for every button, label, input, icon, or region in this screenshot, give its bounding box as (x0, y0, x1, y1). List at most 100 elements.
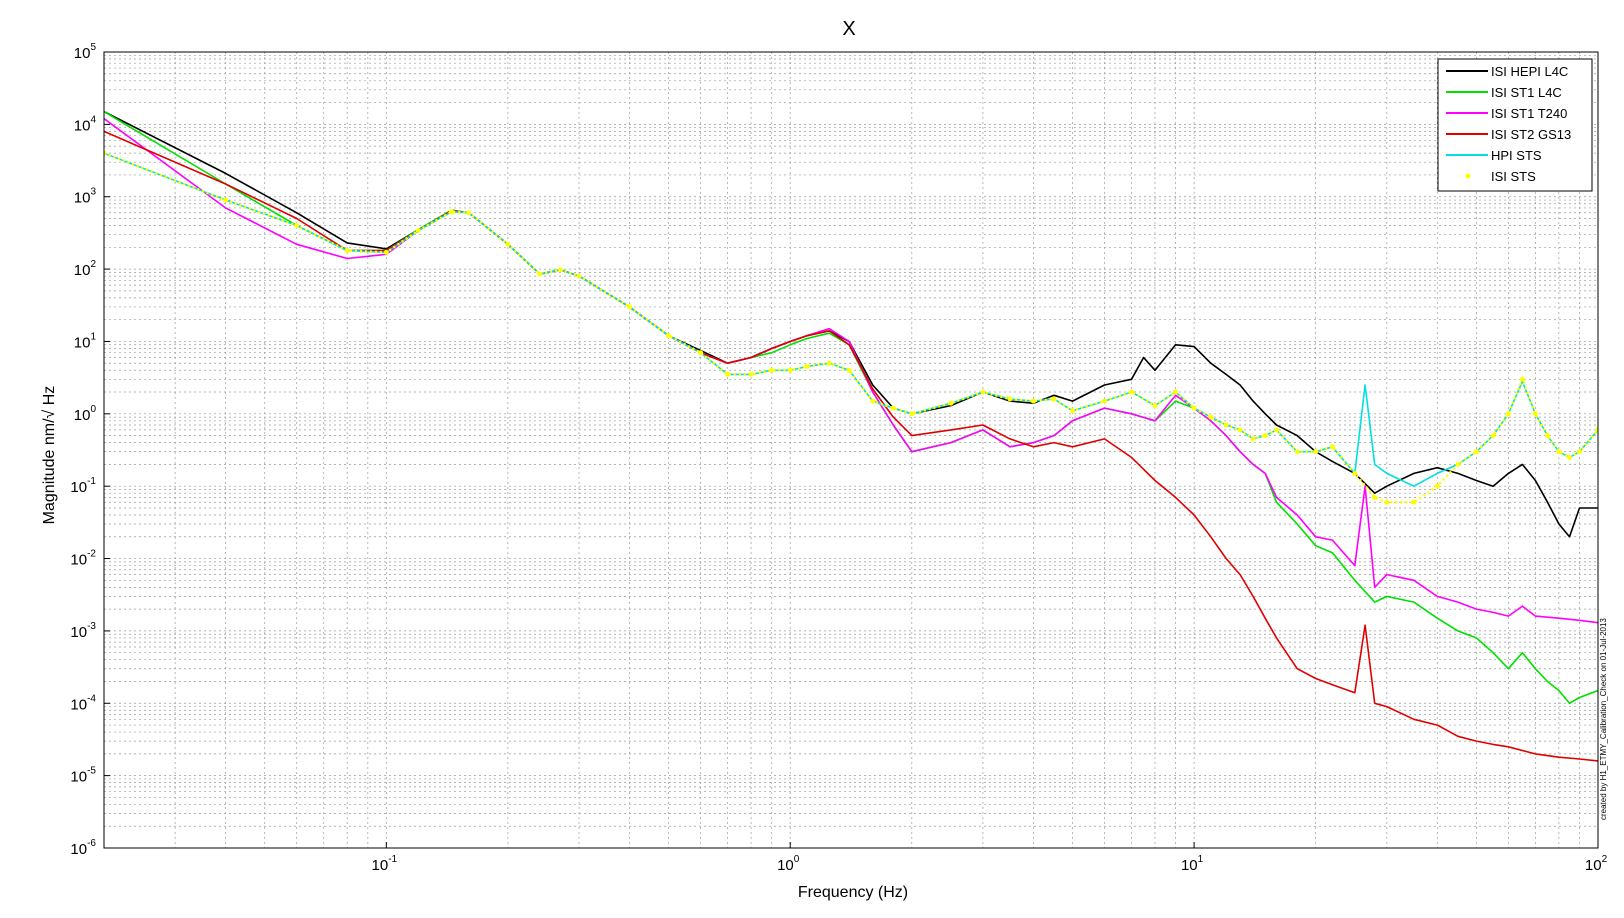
data-point (505, 241, 511, 247)
data-point (415, 228, 421, 234)
data-point (846, 367, 852, 373)
data-point (1250, 436, 1256, 442)
x-tick-label: 102 (1585, 854, 1608, 874)
data-point (1007, 396, 1013, 402)
data-point (1274, 427, 1279, 433)
chart-title: X (842, 18, 855, 40)
data-point (666, 333, 672, 339)
legend-label: HPI STS (1491, 148, 1542, 163)
data-point (1455, 461, 1461, 467)
data-point (909, 411, 915, 417)
data-point (748, 371, 754, 377)
data-point (1595, 427, 1598, 433)
data-point (804, 364, 810, 369)
data-point (558, 267, 563, 273)
plot-frame (103, 51, 1599, 849)
data-point (1208, 414, 1214, 420)
plot-series (104, 110, 1598, 762)
legend-label: ISI ST1 T240 (1491, 106, 1567, 121)
data-point (1384, 499, 1390, 505)
legend-swatch (1465, 173, 1471, 179)
legend: ISI HEPI L4C ISI ST1 L4C ISI ST1 T240 ISI S… (1437, 58, 1593, 192)
series-hpi-sts (104, 152, 1598, 487)
legend-label: ISI ST2 GS13 (1491, 127, 1571, 142)
data-point (1556, 449, 1562, 455)
data-point (1532, 411, 1538, 417)
legend-item-isi-sts: ISI STS (1465, 169, 1536, 184)
data-point (537, 271, 543, 277)
data-point (1411, 499, 1417, 505)
x-tick-label: 10-1 (372, 854, 398, 874)
data-point (1490, 433, 1496, 439)
data-point (890, 405, 896, 411)
data-point (725, 371, 731, 377)
y-tick-label: 104 (74, 114, 97, 134)
data-point (1352, 470, 1358, 476)
data-point (383, 249, 389, 255)
y-tick-label: 105 (74, 42, 97, 62)
y-tick-label: 10-5 (70, 766, 96, 786)
credit-label: created by H1_ETMY_Calibration_Check on … (1599, 618, 1608, 820)
data-point (1152, 403, 1158, 409)
data-point (1129, 389, 1134, 395)
y-tick-label: 10-1 (70, 476, 96, 496)
grid (103, 51, 1599, 849)
data-point (294, 223, 300, 228)
data-point (1567, 454, 1572, 460)
data-point (344, 248, 350, 254)
legend-item-isi-hepi-l4c: ISI HEPI L4C (1446, 64, 1568, 79)
data-point (1223, 422, 1229, 428)
data-point (1294, 449, 1300, 455)
data-point (826, 360, 832, 366)
axis-ticks: 10-1 100 101 102 105 104 103 102 101 100 10-1 10-2 1… (70, 42, 1607, 874)
data-point (698, 350, 704, 356)
data-point (769, 367, 775, 373)
data-point (1505, 411, 1511, 417)
y-tick-label: 10-3 (70, 621, 96, 641)
series-line-hpi-sts (104, 152, 1598, 487)
data-point (1051, 396, 1057, 402)
data-point (1434, 483, 1440, 489)
y-tick-label: 100 (74, 404, 97, 424)
data-point (980, 389, 986, 395)
legend-label: ISI STS (1491, 169, 1536, 184)
data-point (1262, 433, 1268, 439)
data-point (1577, 449, 1582, 455)
y-tick-label: 10-2 (70, 549, 96, 569)
data-point (1102, 398, 1107, 404)
data-point (576, 273, 582, 279)
legend-label: ISI ST1 L4C (1491, 85, 1562, 100)
data-point (1313, 449, 1319, 455)
data-point (1372, 494, 1378, 500)
data-point (787, 367, 793, 373)
data-point (1519, 376, 1525, 382)
legend-item-hpi-sts: HPI STS (1446, 148, 1542, 163)
x-axis-label: Frequency (Hz) (798, 884, 908, 901)
data-point (1070, 408, 1075, 414)
y-tick-label: 102 (74, 259, 97, 279)
data-point (1473, 449, 1479, 455)
data-point (104, 150, 107, 156)
legend-item-isi-st2-gs13: ISI ST2 GS13 (1446, 127, 1571, 142)
data-point (223, 197, 229, 203)
y-tick-label: 103 (74, 187, 97, 207)
data-point (1545, 433, 1550, 439)
data-point (449, 209, 454, 215)
x-tick-label: 101 (1181, 854, 1204, 874)
data-point (1173, 389, 1179, 395)
data-point (1191, 405, 1197, 411)
y-tick-label: 10-6 (70, 838, 96, 858)
data-point (948, 400, 954, 406)
y-tick-label: 101 (74, 331, 97, 351)
series-isi-sts (104, 150, 1598, 505)
legend-item-isi-st1-l4c: ISI ST1 L4C (1446, 85, 1562, 100)
legend-item-isi-st1-t240: ISI ST1 T240 (1446, 106, 1567, 121)
legend-label: ISI HEPI L4C (1491, 64, 1568, 79)
y-tick-label: 10-4 (70, 693, 96, 713)
y-axis-label: Magnitude nm/√ Hz (41, 386, 58, 525)
x-tick-label: 100 (777, 854, 800, 874)
data-point (627, 304, 632, 310)
legend-box (1437, 58, 1593, 192)
data-point (466, 210, 472, 216)
